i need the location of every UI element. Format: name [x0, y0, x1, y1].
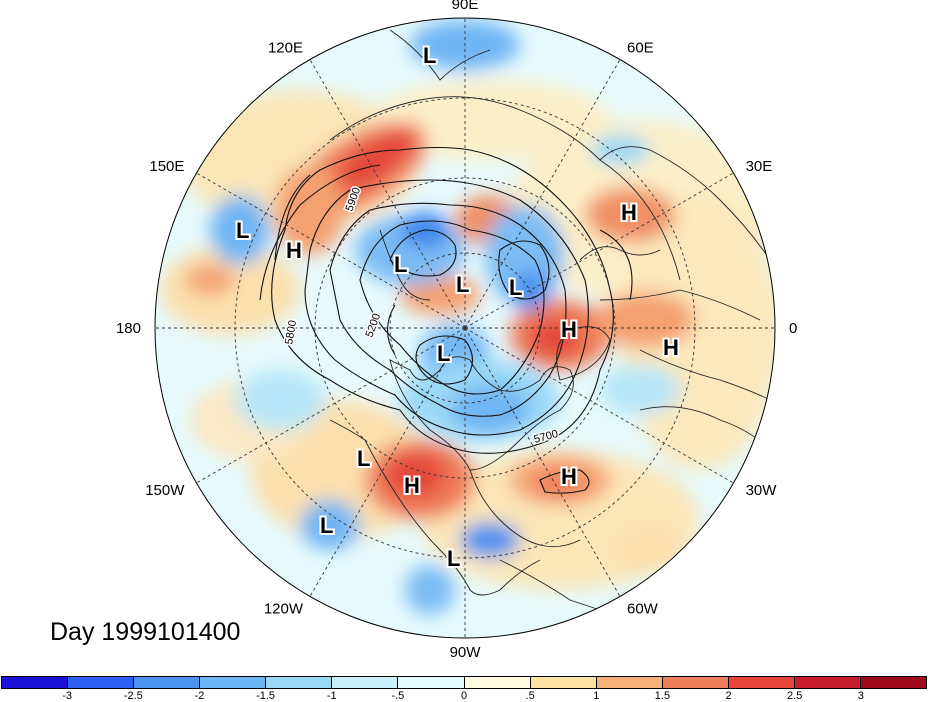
meridian-line — [464, 327, 734, 484]
low-center-marker: L — [509, 275, 522, 300]
colorbar-segment — [530, 677, 597, 688]
high-center-marker: H — [621, 200, 637, 225]
colorbar-segment — [2, 677, 69, 688]
longitude-label: 90W — [450, 644, 482, 661]
colorbar-tick-label: -.5 — [391, 690, 405, 702]
longitude-labels: 90E 60E 30E 0 30W 60W 90W 120W 150W 180 150E 120E — [116, 0, 797, 661]
colorbar-tick-labels: -3 -2.5 -2 -1.5 -1 -.5 0 .5 1 1.5 2 2.5 3 — [1, 690, 927, 702]
longitude-label: 90E — [452, 0, 479, 13]
longitude-label: 60E — [627, 39, 654, 56]
colorbar-segment — [68, 677, 135, 688]
low-center-marker: L — [456, 272, 469, 297]
contour-label: 5800 — [283, 319, 299, 345]
colorbar-segment — [861, 677, 927, 688]
high-center-marker: H — [286, 238, 302, 263]
meridian-line — [464, 59, 621, 329]
colorbar-segment — [266, 677, 333, 688]
meridian-line — [309, 59, 466, 329]
longitude-label: 120W — [264, 601, 304, 618]
low-center-marker: L — [423, 43, 436, 68]
colorbar-tick-label: 1.5 — [654, 690, 671, 702]
longitude-label: 150W — [145, 482, 185, 499]
colorbar-tick-label: -2 — [194, 690, 205, 702]
longitude-label: 150E — [149, 158, 184, 175]
colorbar-tick-label: 1 — [593, 690, 600, 702]
low-center-marker: L — [236, 218, 249, 243]
meridian-lines — [155, 18, 775, 638]
meridian-line — [196, 327, 466, 484]
meridian-line — [196, 172, 466, 329]
meridian-line — [309, 327, 466, 597]
colorbar-segment — [134, 677, 201, 688]
high-center-marker: H — [404, 473, 420, 498]
meridian-line — [464, 327, 621, 597]
colorbar — [1, 676, 927, 689]
low-center-marker: L — [394, 252, 407, 277]
meridian-line — [464, 172, 734, 329]
longitude-label: 120E — [268, 39, 303, 56]
colorbar-segment — [200, 677, 267, 688]
map-boundary — [154, 17, 776, 639]
pressure-centers: L H L L L L H H H L L H H L L — [234, 41, 681, 573]
high-center-marker: H — [561, 317, 577, 342]
longitude-label: 0 — [789, 320, 797, 337]
high-center-marker: H — [663, 335, 679, 360]
colorbar-segment — [464, 677, 531, 688]
colorbar-segment — [596, 677, 663, 688]
low-center-marker: L — [320, 513, 333, 538]
low-center-marker: L — [437, 341, 450, 366]
colorbar-tick-label: -3 — [62, 690, 73, 702]
colorbar-tick-label: 2 — [725, 690, 732, 702]
colorbar-tick-label: 0 — [460, 690, 468, 702]
colorbar-segment — [794, 677, 862, 688]
colorbar-tick-label: 3 — [857, 690, 864, 702]
colorbar-tick-label: -1 — [326, 690, 337, 702]
high-center-marker: H — [561, 464, 577, 489]
longitude-label: 30E — [746, 158, 773, 175]
low-center-marker: L — [447, 546, 460, 571]
longitude-label: 180 — [116, 320, 141, 337]
colorbar-tick-label: -2.5 — [123, 690, 143, 702]
colorbar-segment — [398, 677, 465, 688]
colorbar-segment — [728, 677, 795, 688]
date-title: Day 1999101400 — [50, 618, 241, 646]
longitude-label: 30W — [746, 482, 778, 499]
colorbar-tick-label: 2.5 — [787, 690, 803, 702]
colorbar-tick-label: .5 — [525, 690, 535, 702]
colorbar-segment — [662, 677, 729, 688]
colorbar-segment — [332, 677, 399, 688]
longitude-label: 60W — [627, 601, 659, 618]
colorbar-tick-label: -1.5 — [256, 690, 276, 702]
low-center-marker: L — [357, 446, 370, 471]
